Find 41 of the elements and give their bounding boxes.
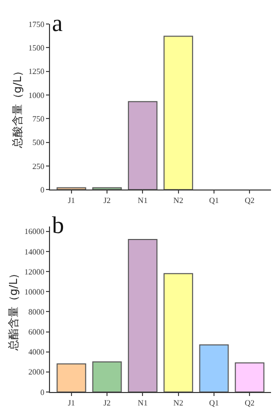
y-tick-label: 6000 bbox=[28, 328, 44, 337]
chart-title: b bbox=[52, 213, 64, 239]
bar bbox=[128, 101, 158, 190]
x-tick-label: J2 bbox=[103, 196, 111, 206]
bar bbox=[56, 363, 86, 392]
y-tick-label: 250 bbox=[32, 162, 44, 171]
y-axis-title: 总酯含量（g/L） bbox=[7, 268, 20, 352]
x-tick-label: J2 bbox=[103, 398, 111, 408]
x-tick-label: N1 bbox=[138, 196, 148, 206]
x-tick-label: Q1 bbox=[209, 398, 219, 408]
y-tick-label: 4000 bbox=[28, 348, 44, 357]
x-tick-label: J1 bbox=[68, 398, 75, 408]
bar bbox=[128, 238, 158, 392]
bar bbox=[164, 273, 194, 392]
y-tick-label: 16000 bbox=[24, 227, 44, 236]
y-tick-label: 500 bbox=[32, 138, 44, 148]
y-tick-label: 1750 bbox=[28, 20, 44, 29]
y-tick-label: 1000 bbox=[28, 90, 44, 100]
bar bbox=[92, 361, 122, 392]
y-tick-label: 14000 bbox=[24, 247, 44, 256]
x-tick-label: N2 bbox=[173, 398, 184, 408]
y-axis-title: 总酸含量（g/L） bbox=[11, 65, 24, 150]
y-tick-label: 0 bbox=[40, 388, 44, 397]
y-tick-label: 8000 bbox=[28, 308, 44, 317]
x-tick-label: Q1 bbox=[209, 196, 219, 206]
y-tick-label: 1500 bbox=[28, 43, 44, 52]
x-tick-label: Q2 bbox=[244, 196, 254, 206]
y-tick-label: 750 bbox=[32, 114, 44, 124]
chart-title: a bbox=[52, 11, 63, 37]
x-tick-label: J1 bbox=[68, 196, 75, 206]
y-tick-label: 1250 bbox=[28, 67, 44, 76]
x-tick-label: Q2 bbox=[244, 398, 254, 408]
y-tick-label: 10000 bbox=[24, 287, 44, 296]
x-tick-label: N1 bbox=[138, 398, 148, 408]
y-tick-label: 0 bbox=[40, 185, 44, 194]
bar bbox=[199, 344, 229, 392]
y-tick-label: 2000 bbox=[28, 368, 44, 377]
x-tick-label: N2 bbox=[173, 196, 184, 206]
bar bbox=[164, 36, 194, 190]
y-tick-label: 12000 bbox=[24, 267, 44, 276]
bar bbox=[234, 362, 264, 392]
